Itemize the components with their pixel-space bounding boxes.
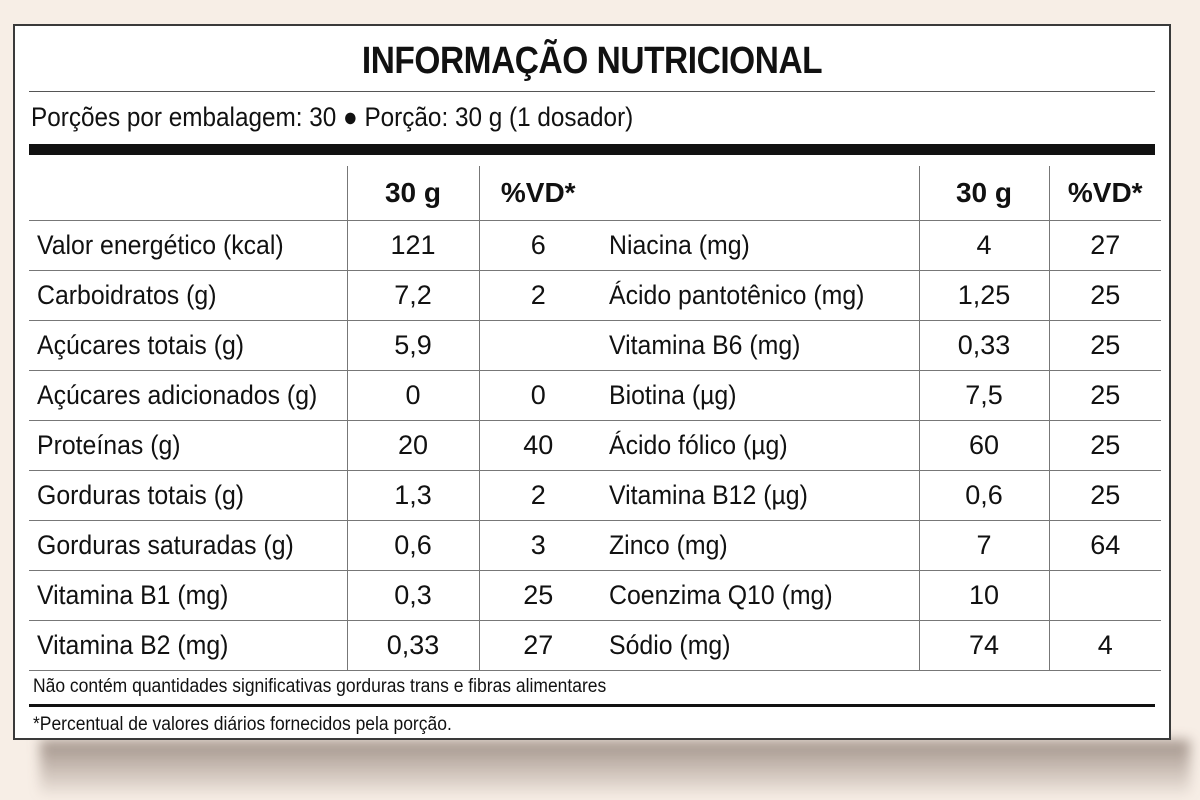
title-divider: [29, 91, 1155, 92]
nutrient-name-left: Gorduras saturadas (g): [29, 520, 347, 571]
nutrient-name-right: Coenzima Q10 (mg): [597, 570, 919, 621]
nutrient-amount-left: 121: [346, 220, 479, 271]
nutrient-amount-right: 7: [918, 520, 1049, 571]
nutrient-dv-left: 2: [478, 470, 597, 521]
nutrient-name-left: Vitamina B2 (mg): [29, 620, 347, 671]
nutrient-amount-right: 0,6: [918, 470, 1049, 521]
table-row: Carboidratos (g) 7,2 2 Ácido pantotênico (m…: [29, 270, 1161, 321]
nutrient-name-text: Carboidratos (g): [37, 280, 217, 310]
nutrient-name-right: Ácido fólico (µg): [597, 420, 919, 471]
nutrient-dv-right: 25: [1048, 370, 1161, 421]
nutrient-amount-right: 74: [918, 620, 1049, 671]
nutrient-amount-left: 20: [346, 420, 479, 471]
nutrient-name-text: Niacina (mg): [609, 230, 750, 260]
nutrient-name-text: Gorduras saturadas (g): [37, 530, 294, 560]
nutrient-name-left: Valor energético (kcal): [29, 220, 347, 271]
nutrient-name-text: Vitamina B6 (mg): [609, 330, 801, 360]
nutrition-table: 30 g %VD* 30 g %VD* Valor energético (kc…: [29, 166, 1161, 671]
nutrient-dv-right: 27: [1048, 220, 1161, 271]
nutrition-table-body: 30 g %VD* 30 g %VD* Valor energético (kc…: [29, 166, 1161, 671]
nutrient-name-right: Biotina (µg): [597, 370, 919, 421]
nutrient-name-right: Zinco (mg): [597, 520, 919, 571]
nutrient-name-right: Sódio (mg): [597, 620, 919, 671]
nutrient-dv-right: 25: [1048, 320, 1161, 371]
nutrient-name-text: Coenzima Q10 (mg): [609, 580, 833, 610]
nutrient-amount-right: 1,25: [918, 270, 1049, 321]
nutrient-name-left: Carboidratos (g): [29, 270, 347, 321]
nutrient-name-text: Vitamina B12 (µg): [609, 480, 808, 510]
header-empty-right: [597, 166, 919, 221]
nutrient-amount-left: 0: [346, 370, 479, 421]
table-row: Valor energético (kcal) 121 6 Niacina (mg) 4…: [29, 220, 1161, 271]
nutrient-name-text: Ácido fólico (µg): [609, 430, 788, 460]
header-amount-left: 30 g: [346, 166, 479, 221]
nutrient-dv-right: 4: [1048, 620, 1161, 671]
nutrient-amount-right: 7,5: [918, 370, 1049, 421]
nutrient-dv-right: 64: [1048, 520, 1161, 571]
nutrient-amount-right: 10: [918, 570, 1049, 621]
header-thick-divider: [29, 144, 1155, 155]
nutrient-name-left: Gorduras totais (g): [29, 470, 347, 521]
nutrient-name-right: Vitamina B12 (µg): [597, 470, 919, 521]
nutrient-amount-left: 0,3: [346, 570, 479, 621]
nutrient-dv-right: [1048, 570, 1161, 621]
nutrient-dv-left: [478, 320, 597, 371]
portion-info: Porções por embalagem: 30 ● Porção: 30 g…: [31, 102, 634, 132]
notes-divider: [29, 704, 1155, 707]
nutrient-dv-left: 0: [478, 370, 597, 421]
nutrient-name-text: Gorduras totais (g): [37, 480, 245, 510]
nutrient-amount-left: 0,6: [346, 520, 479, 571]
nutrient-name-text: Vitamina B2 (mg): [37, 630, 229, 660]
header-amount-right: 30 g: [918, 166, 1049, 221]
nutrient-dv-right: 25: [1048, 270, 1161, 321]
header-dv-left: %VD*: [478, 166, 597, 221]
nutrient-name-text: Açúcares totais (g): [37, 330, 245, 360]
background-shadow: [40, 740, 1190, 795]
table-row: Vitamina B1 (mg) 0,3 25 Coenzima Q10 (mg) 10: [29, 570, 1161, 621]
table-row: Gorduras saturadas (g) 0,6 3 Zinco (mg) 7 64: [29, 520, 1161, 571]
nutrient-name-left: Açúcares totais (g): [29, 320, 347, 371]
nutrient-name-left: Vitamina B1 (mg): [29, 570, 347, 621]
nutrient-name-text: Açúcares adicionados (g): [37, 380, 318, 410]
nutrient-name-text: Proteínas (g): [37, 430, 181, 460]
note-daily-values: *Percentual de valores diários fornecido…: [33, 714, 452, 735]
table-row: Açúcares adicionados (g) 0 0 Biotina (µg) 7,…: [29, 370, 1161, 421]
nutrient-name-text: Vitamina B1 (mg): [37, 580, 229, 610]
table-row: Açúcares totais (g) 5,9 Vitamina B6 (mg) 0,…: [29, 320, 1161, 371]
nutrient-dv-left: 2: [478, 270, 597, 321]
nutrient-name-right: Vitamina B6 (mg): [597, 320, 919, 371]
nutrient-amount-right: 60: [918, 420, 1049, 471]
nutrient-name-right: Niacina (mg): [597, 220, 919, 271]
nutrient-dv-left: 40: [478, 420, 597, 471]
nutrient-dv-left: 27: [478, 620, 597, 671]
table-row: Gorduras totais (g) 1,3 2 Vitamina B12 (µg)…: [29, 470, 1161, 521]
nutrient-name-left: Proteínas (g): [29, 420, 347, 471]
label-title: INFORMAÇÃO NUTRICIONAL: [361, 40, 823, 82]
nutrient-dv-right: 25: [1048, 420, 1161, 471]
header-dv-right: %VD*: [1048, 166, 1161, 221]
table-header-row: 30 g %VD* 30 g %VD*: [29, 166, 1161, 221]
nutrient-amount-right: 0,33: [918, 320, 1049, 371]
nutrient-amount-left: 5,9: [346, 320, 479, 371]
nutrient-amount-right: 4: [918, 220, 1049, 271]
nutrient-name-text: Biotina (µg): [609, 380, 737, 410]
nutrient-amount-left: 0,33: [346, 620, 479, 671]
nutrient-name-text: Sódio (mg): [609, 630, 731, 660]
nutrition-label: INFORMAÇÃO NUTRICIONAL Porções por embal…: [13, 24, 1171, 740]
nutrient-dv-left: 6: [478, 220, 597, 271]
nutrient-name-text: Zinco (mg): [609, 530, 728, 560]
nutrient-dv-right: 25: [1048, 470, 1161, 521]
header-empty-left: [29, 166, 347, 221]
nutrient-dv-left: 3: [478, 520, 597, 571]
nutrient-amount-left: 1,3: [346, 470, 479, 521]
nutrient-name-right: Ácido pantotênico (mg): [597, 270, 919, 321]
nutrient-amount-left: 7,2: [346, 270, 479, 321]
nutrient-name-left: Açúcares adicionados (g): [29, 370, 347, 421]
table-row: Vitamina B2 (mg) 0,33 27 Sódio (mg) 74 4: [29, 620, 1161, 671]
table-row: Proteínas (g) 20 40 Ácido fólico (µg) 60 25: [29, 420, 1161, 471]
nutrient-name-text: Ácido pantotênico (mg): [609, 280, 865, 310]
nutrient-name-text: Valor energético (kcal): [37, 230, 284, 260]
nutrient-dv-left: 25: [478, 570, 597, 621]
note-trans-fat: Não contém quantidades significativas go…: [33, 676, 607, 697]
